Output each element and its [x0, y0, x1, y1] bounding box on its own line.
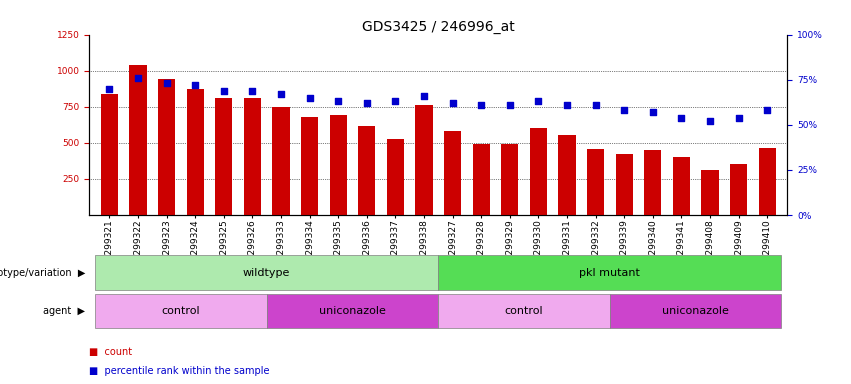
Point	[446, 100, 460, 106]
Bar	[415, 105, 432, 215]
Point	[131, 75, 145, 81]
Point	[274, 91, 288, 97]
Point	[760, 107, 774, 113]
Bar	[266, 294, 438, 328]
Text: ■  count: ■ count	[89, 347, 133, 357]
Text: uniconazole: uniconazole	[662, 306, 729, 316]
Point	[646, 109, 660, 115]
Text: control: control	[162, 306, 200, 316]
Point	[474, 102, 488, 108]
Bar	[610, 294, 781, 328]
Point	[160, 80, 174, 86]
Bar	[438, 255, 781, 290]
Point	[217, 88, 231, 94]
Bar	[95, 255, 438, 290]
Point	[589, 102, 603, 108]
Text: ■  percentile rank within the sample: ■ percentile rank within the sample	[89, 366, 270, 376]
Point	[617, 107, 631, 113]
Bar	[730, 164, 747, 215]
Bar	[387, 139, 404, 215]
Bar	[673, 157, 690, 215]
Bar	[438, 294, 610, 328]
Text: control: control	[505, 306, 544, 316]
Point	[560, 102, 574, 108]
Bar	[100, 94, 118, 215]
Point	[360, 100, 374, 106]
Bar	[158, 79, 175, 215]
Text: wildtype: wildtype	[243, 268, 290, 278]
Bar	[272, 107, 289, 215]
Point	[303, 95, 317, 101]
Bar	[587, 149, 604, 215]
Point	[188, 82, 202, 88]
Bar	[95, 294, 266, 328]
Point	[503, 102, 517, 108]
Point	[246, 88, 260, 94]
Bar	[558, 135, 575, 215]
Point	[703, 118, 717, 124]
Bar	[444, 131, 461, 215]
Point	[417, 93, 431, 99]
Title: GDS3425 / 246996_at: GDS3425 / 246996_at	[362, 20, 515, 33]
Point	[532, 98, 545, 104]
Point	[331, 98, 345, 104]
Text: genotype/variation  ▶: genotype/variation ▶	[0, 268, 85, 278]
Point	[389, 98, 403, 104]
Text: uniconazole: uniconazole	[319, 306, 386, 316]
Bar	[215, 98, 232, 215]
Point	[103, 86, 117, 92]
Bar	[758, 148, 776, 215]
Bar	[243, 98, 261, 215]
Bar	[186, 89, 203, 215]
Bar	[472, 144, 489, 215]
Point	[675, 114, 688, 121]
Text: agent  ▶: agent ▶	[43, 306, 85, 316]
Text: pkl mutant: pkl mutant	[580, 268, 640, 278]
Bar	[329, 116, 346, 215]
Bar	[701, 170, 718, 215]
Bar	[530, 128, 547, 215]
Bar	[301, 117, 318, 215]
Point	[732, 114, 745, 121]
Bar	[501, 144, 518, 215]
Bar	[615, 154, 633, 215]
Bar	[644, 150, 661, 215]
Bar	[129, 65, 146, 215]
Bar	[358, 126, 375, 215]
